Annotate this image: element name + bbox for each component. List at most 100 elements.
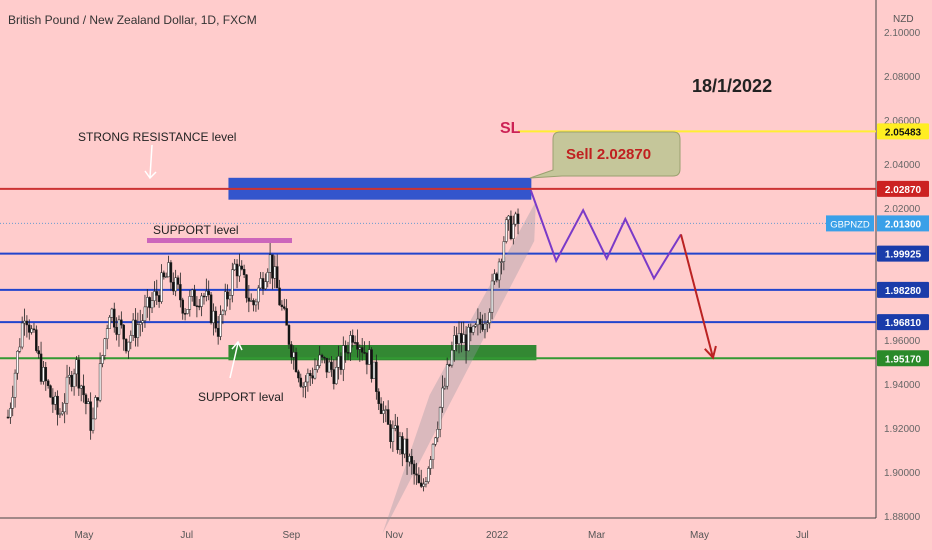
candle	[167, 255, 170, 278]
candle	[327, 357, 331, 373]
candle-body	[356, 342, 359, 350]
candle	[391, 420, 395, 452]
candle-body	[143, 306, 147, 321]
candle	[65, 364, 69, 415]
candle-body	[408, 456, 411, 463]
candle	[89, 392, 92, 440]
candle-body	[131, 319, 135, 336]
candle	[141, 314, 144, 332]
candle	[42, 361, 45, 385]
projection-arrow-head	[704, 345, 717, 360]
candle	[415, 462, 418, 485]
candle	[117, 315, 121, 347]
candle	[363, 341, 366, 355]
candle-body	[474, 324, 477, 327]
candle	[110, 307, 114, 323]
price-axis: NZD 1.88000 1.90000 1.92000 1.94000 1.96000 2…	[826, 14, 929, 523]
candle-body	[476, 318, 480, 326]
candle-body	[391, 427, 395, 442]
candle-body	[169, 262, 173, 283]
candle-body	[268, 254, 272, 273]
candle-body	[65, 376, 69, 404]
candle-body	[39, 353, 43, 382]
candle	[13, 369, 17, 408]
candle-body	[299, 377, 303, 387]
candle	[155, 279, 159, 305]
candle-body	[365, 352, 369, 365]
price-tag-label: 1.98280	[885, 286, 922, 297]
candle	[53, 391, 57, 411]
candle-body	[467, 326, 470, 351]
candle	[84, 393, 88, 415]
candle	[360, 337, 364, 361]
candle-body	[179, 284, 182, 301]
candle-body	[379, 403, 383, 414]
y-tick-label: 2.04000	[884, 160, 921, 171]
candle-body	[101, 355, 104, 364]
candle-body	[441, 387, 444, 408]
candle-body	[46, 380, 50, 386]
candle-body	[120, 319, 123, 326]
candle	[223, 283, 227, 316]
candle	[25, 315, 29, 338]
candle-body	[44, 367, 48, 382]
candle-body	[311, 375, 314, 379]
candle	[507, 214, 510, 231]
candle-body	[363, 352, 366, 354]
candle	[108, 315, 111, 329]
candle	[82, 374, 85, 403]
candle	[242, 264, 246, 279]
candle-body	[141, 320, 144, 323]
candle-body	[124, 338, 128, 352]
candle-body	[429, 459, 432, 469]
candle	[231, 262, 234, 303]
candle	[127, 341, 130, 359]
candle-body	[512, 223, 515, 239]
price-tag-label: 2.02870	[885, 185, 922, 196]
y-tick-label: 2.08000	[884, 72, 921, 83]
candle-body	[174, 277, 177, 292]
candle-body	[127, 341, 130, 352]
candle-body	[134, 319, 137, 338]
sell-callout: Sell 2.02870	[529, 131, 681, 179]
candle-body	[292, 352, 295, 358]
candle-body	[198, 305, 201, 308]
candle	[91, 407, 95, 434]
candle-body	[13, 372, 17, 398]
candle-body	[216, 327, 220, 337]
candle-body	[368, 349, 371, 365]
candle-body	[160, 272, 163, 302]
candle-body	[155, 291, 159, 296]
candle-body	[372, 361, 376, 379]
candle-body	[280, 304, 284, 307]
candle	[424, 476, 428, 488]
candle-body	[96, 397, 99, 401]
x-tick-label: Mar	[588, 530, 606, 541]
candle-body	[337, 356, 340, 368]
candle-body	[240, 265, 244, 270]
annotations: British Pound / New Zealand Dollar, 1D, …	[8, 13, 772, 404]
candle	[353, 335, 357, 346]
candle	[483, 313, 487, 339]
candle	[337, 345, 340, 380]
candle	[134, 308, 137, 347]
candle-body	[23, 320, 26, 324]
candle-body	[353, 342, 357, 344]
candle	[497, 258, 501, 288]
candle-body	[308, 373, 312, 376]
candle-body	[334, 367, 338, 385]
candle-body	[464, 334, 468, 351]
candle	[75, 356, 78, 387]
candle-body	[401, 436, 404, 455]
candle-body	[266, 272, 269, 282]
candle	[294, 347, 298, 373]
candle-body	[504, 219, 508, 242]
candle-body	[389, 424, 392, 442]
projection-arrow-line	[679, 234, 714, 358]
candle-body	[261, 278, 265, 290]
candle	[169, 260, 173, 291]
candle	[179, 272, 182, 308]
candle	[389, 420, 392, 449]
channel-shape	[382, 201, 536, 534]
